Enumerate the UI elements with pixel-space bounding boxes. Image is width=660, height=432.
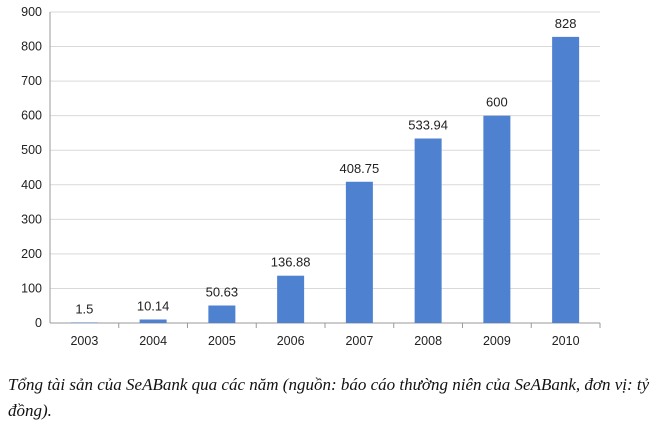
- x-tick-label-2010: 2010: [552, 334, 580, 348]
- data-label-2007: 408.75: [339, 161, 379, 176]
- y-tick-label: 600: [21, 109, 42, 123]
- data-label-2010: 828: [555, 16, 577, 31]
- y-tick-label: 300: [21, 212, 42, 226]
- y-tick-label: 700: [21, 74, 42, 88]
- bar-2010: [552, 36, 580, 323]
- y-tick-label: 500: [21, 143, 42, 157]
- bar-2005: [208, 305, 236, 323]
- data-label-2005: 50.63: [206, 285, 239, 300]
- y-tick-label: 100: [21, 281, 42, 295]
- x-tick-label-2004: 2004: [139, 334, 167, 348]
- x-tick-label-2006: 2006: [277, 334, 305, 348]
- y-tick-label: 200: [21, 247, 42, 261]
- bar-2009: [483, 115, 511, 324]
- bar-chart: 0 100 200 300 400 500 600 700 800 900 1.5 2003 10.14…: [21, 5, 601, 348]
- figure-caption: Tổng tài sản của SeABank qua các năm (ng…: [8, 375, 650, 420]
- bar-2004: [139, 319, 167, 323]
- bar-2008: [414, 138, 442, 323]
- data-label-2008: 533.94: [408, 117, 448, 132]
- y-tick-label: 900: [21, 5, 42, 19]
- bar-2006: [277, 275, 305, 323]
- data-label-2009: 600: [486, 95, 508, 110]
- y-tick-label: 400: [21, 178, 42, 192]
- data-label-2003: 1.5: [75, 301, 93, 316]
- y-tick-label: 0: [35, 316, 42, 330]
- x-tick-label-2005: 2005: [208, 334, 236, 348]
- x-tick-label-2008: 2008: [414, 334, 442, 348]
- bar-2007: [345, 181, 373, 323]
- chart-area: 0 100 200 300 400 500 600 700 800 900 1.5 2003 10.14…: [21, 5, 601, 348]
- y-tick-label: 800: [21, 40, 42, 54]
- data-label-2006: 136.88: [271, 255, 311, 270]
- data-label-2004: 10.14: [137, 298, 170, 313]
- x-tick-label-2009: 2009: [483, 334, 511, 348]
- x-tick-label-2003: 2003: [70, 334, 98, 348]
- bar-2003: [70, 322, 98, 323]
- x-tick-label-2007: 2007: [345, 334, 373, 348]
